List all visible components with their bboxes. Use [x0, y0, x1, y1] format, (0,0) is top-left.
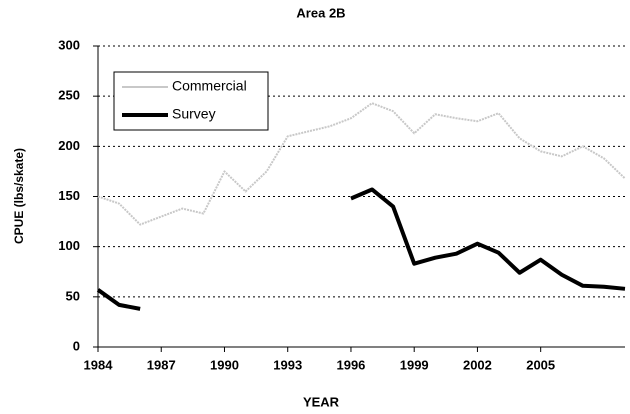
series-line — [350, 187, 626, 291]
y-tick-label: 200 — [58, 138, 80, 153]
x-tick-label: 1999 — [400, 357, 429, 372]
x-tick-label: 1990 — [210, 357, 239, 372]
series-line — [97, 102, 626, 226]
y-tick-label: 50 — [66, 288, 80, 303]
x-tick-label: 1984 — [84, 357, 114, 372]
x-axis-label: YEAR — [303, 394, 340, 409]
legend-box — [113, 71, 269, 131]
y-tick-label: 100 — [58, 238, 80, 253]
chart-title: Area 2B — [296, 5, 345, 20]
x-tick-label: 1987 — [147, 357, 176, 372]
legend-label: Survey — [172, 106, 216, 122]
y-tick-label: 250 — [58, 88, 80, 103]
x-tick-label: 1993 — [273, 357, 302, 372]
x-tick-label: 2005 — [526, 357, 555, 372]
x-tick-label: 2002 — [463, 357, 492, 372]
y-tick-label: 300 — [58, 37, 80, 52]
x-tick-label: 1996 — [336, 357, 365, 372]
y-tick-label: 150 — [58, 188, 80, 203]
y-axis-label: CPUE (lbs/skate) — [12, 148, 26, 244]
y-tick-label: 0 — [73, 338, 80, 353]
legend-label: Commercial — [172, 78, 247, 94]
series-line — [96, 288, 141, 311]
